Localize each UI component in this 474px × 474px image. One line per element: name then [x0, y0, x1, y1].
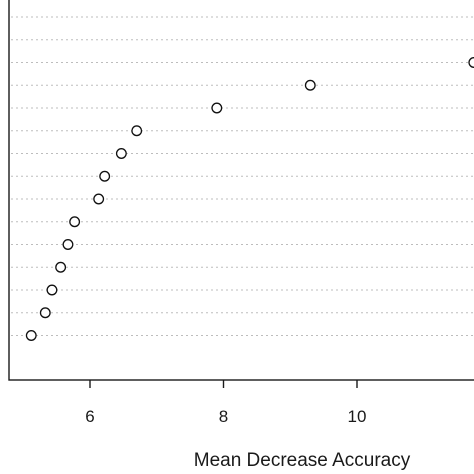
- data-point: [25, 330, 37, 341]
- data-point: [62, 239, 74, 250]
- data-point: [115, 148, 127, 159]
- data-point: [131, 125, 143, 137]
- data-point: [39, 307, 51, 319]
- data-point: [468, 57, 474, 68]
- data-point: [55, 261, 67, 273]
- data-point: [99, 170, 111, 182]
- x-axis-title: Mean Decrease Accuracy: [194, 450, 411, 471]
- data-point: [211, 102, 223, 114]
- x-tick-label: 10: [348, 407, 367, 426]
- data-point: [46, 284, 58, 296]
- x-axis: 6 8 10: [85, 380, 366, 426]
- x-tick-label: 8: [219, 407, 228, 426]
- data-point: [69, 216, 81, 228]
- grid-lines: [11, 16, 474, 336]
- data-point: [93, 193, 105, 205]
- x-tick-label: 6: [85, 407, 94, 426]
- data-points: [25, 57, 474, 341]
- data-point: [304, 79, 316, 91]
- plot-frame: [8, 0, 474, 381]
